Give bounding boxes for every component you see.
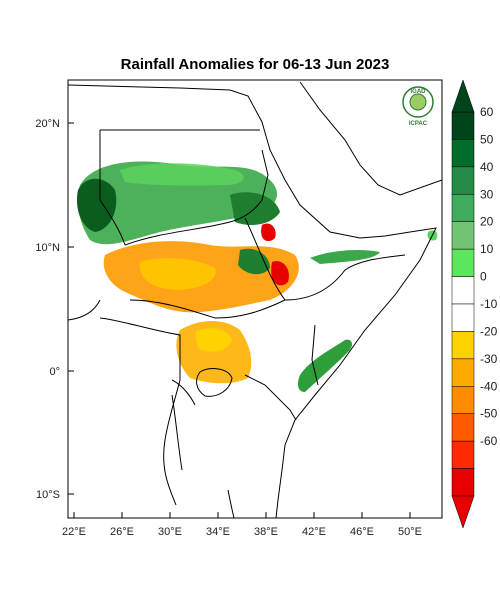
lake-victoria xyxy=(196,368,233,397)
colorbar-segment xyxy=(451,139,475,168)
colorbar-segment xyxy=(451,386,475,414)
wet-anomaly-kenya-coast xyxy=(297,339,352,392)
colorbar-label: -50 xyxy=(480,407,498,421)
red-sea-east-coast xyxy=(299,81,442,196)
lon-tick-label: 46°E xyxy=(350,526,374,538)
lat-tick-label: 10°S xyxy=(36,489,60,501)
lon-tick-label: 42°E xyxy=(302,526,326,538)
burundi-rwanda-border xyxy=(171,379,196,406)
boundary-layer xyxy=(68,81,442,518)
lon-tick-label: 34°E xyxy=(206,526,230,538)
lon-tick-label: 50°E xyxy=(398,526,422,538)
lake-malawi xyxy=(227,489,235,518)
colorbar-segment xyxy=(451,440,475,469)
colorbar-segment xyxy=(451,276,475,305)
logo-top-text: IGAD xyxy=(411,89,427,95)
globe-icon xyxy=(409,93,427,111)
colorbar-label: -60 xyxy=(480,434,498,448)
lon-tick-label: 22°E xyxy=(62,526,86,538)
sudan-south-sudan-border xyxy=(124,199,263,246)
south-sudan-uganda-kenya-border xyxy=(129,299,286,319)
colorbar-label: 30 xyxy=(480,187,494,201)
strong-dry-anomaly-ethiopia-1 xyxy=(261,223,276,242)
ethiopia-border xyxy=(244,217,406,301)
strong-wet-anomaly-west xyxy=(76,178,117,232)
lon-tick-label: 30°E xyxy=(158,526,182,538)
chad-sudan-border xyxy=(99,199,126,246)
colorbar-segment xyxy=(451,468,475,497)
map-title: Rainfall Anomalies for 06-13 Jun 2023 xyxy=(121,56,390,73)
colorbar-label: -20 xyxy=(480,324,498,338)
latitude-axis: 20°N 10°N 0° 10°S xyxy=(35,118,74,501)
colorbar: 60 50 40 30 20 10 0 -10 -20 -30 -40 -50 -60 xyxy=(451,79,498,529)
colorbar-label: 20 xyxy=(480,215,494,229)
colorbar-segment xyxy=(451,331,475,360)
africa-coastline xyxy=(68,84,437,518)
anomaly-layer xyxy=(76,161,438,392)
colorbar-label: -10 xyxy=(480,297,498,311)
light-wet-anomaly-north xyxy=(120,163,244,186)
colorbar-label: -40 xyxy=(480,379,498,393)
colorbar-segment xyxy=(451,194,475,222)
somalia-kenya-border xyxy=(311,324,319,386)
lat-tick-label: 20°N xyxy=(35,118,60,130)
colorbar-label: 60 xyxy=(480,105,494,119)
dry-anomaly-lake-victoria xyxy=(176,321,252,384)
colorbar-segment xyxy=(451,166,475,195)
colorbar-label: 10 xyxy=(480,242,494,256)
light-dry-anomaly-uganda xyxy=(195,328,232,352)
colorbar-label: -30 xyxy=(480,352,498,366)
colorbar-label: 40 xyxy=(480,160,494,174)
logo-bottom-text: ICPAC xyxy=(409,121,428,127)
colorbar-label: 0 xyxy=(480,270,487,284)
igad-icpac-logo: IGAD ICPAC xyxy=(402,86,434,127)
colorbar-segment xyxy=(451,303,475,332)
colorbar-bottom-arrow xyxy=(451,495,475,529)
longitude-axis: 22°E 26°E 30°E 34°E 38°E 42°E 46°E 50°E xyxy=(62,512,422,538)
wet-anomaly-ethiopia-highlands xyxy=(238,248,270,275)
colorbar-segment xyxy=(451,221,475,250)
colorbar-segment xyxy=(451,358,475,387)
drc-border xyxy=(99,317,181,506)
lake-tanganyika xyxy=(171,394,183,471)
colorbar-segment xyxy=(451,413,475,442)
strong-dry-anomaly-ethiopia-2 xyxy=(271,261,289,286)
lat-tick-label: 0° xyxy=(49,366,60,378)
sudan-eritrea-ethiopia-border xyxy=(261,149,269,201)
map-content xyxy=(68,81,442,518)
wet-anomaly-gulf-of-aden xyxy=(310,250,380,264)
colorbar-segment xyxy=(451,248,475,277)
lat-tick-label: 10°N xyxy=(35,242,60,254)
west-africa-border xyxy=(68,299,101,321)
lon-tick-label: 38°E xyxy=(254,526,278,538)
colorbar-label: 50 xyxy=(480,132,494,146)
colorbar-segment xyxy=(451,111,475,140)
colorbar-top-arrow xyxy=(451,79,475,113)
light-dry-anomaly-central xyxy=(139,258,216,290)
lon-tick-label: 26°E xyxy=(110,526,134,538)
kenya-tanzania-border xyxy=(244,374,297,421)
